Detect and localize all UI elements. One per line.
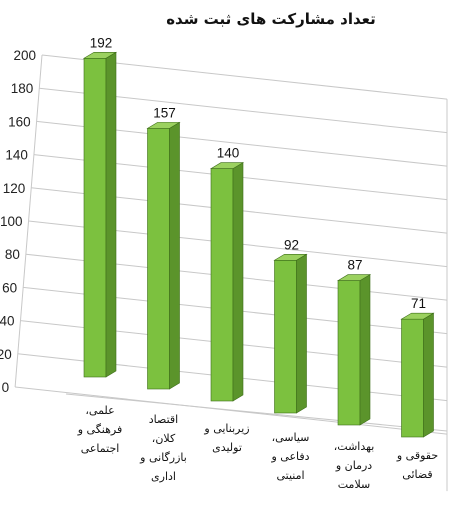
y-tick-label: 80: [5, 247, 20, 262]
y-tick-label: 200: [13, 48, 36, 63]
bar-front: [83, 57, 107, 378]
category-label-line: حقوقی و: [396, 449, 438, 462]
category-label-line: سلامت: [338, 478, 370, 491]
category-label-line: اقتصاد: [149, 413, 178, 426]
bar-front: [337, 280, 361, 426]
bar-front: [274, 259, 297, 414]
bar: [336, 274, 372, 426]
bar-top: [82, 51, 118, 59]
y-tick-label: 20: [0, 347, 12, 362]
data-label: 92: [284, 237, 299, 252]
data-label: 192: [90, 35, 113, 50]
category-label-line: دفاعی و: [270, 450, 309, 463]
category-label-line: بازرگانی و: [139, 451, 187, 464]
category-label: علمی، فرهنگی و اجتماعی: [77, 404, 123, 455]
category-label-line: اجتماعی: [81, 442, 120, 455]
chart-title: تعداد مشارکت های ثبت شده: [166, 10, 376, 28]
category-label: بهداشت، درمان و سلامت: [334, 440, 375, 491]
category-label-line: اداری: [151, 470, 176, 483]
data-label: 87: [347, 258, 362, 273]
bar-side: [359, 274, 371, 426]
bar-front: [210, 168, 234, 402]
category-label-line: امنیتی: [276, 469, 304, 482]
category-label-line: فرهنگی و: [77, 423, 123, 436]
bar-side: [232, 162, 244, 402]
category-label: زیربنایی و تولیدی: [203, 422, 249, 454]
bar-side: [105, 51, 117, 378]
category-label-line: قضائی: [402, 468, 432, 481]
bars: [82, 51, 435, 438]
y-tick-label: 60: [2, 280, 17, 295]
category-label: حقوقی و قضائی: [396, 449, 438, 481]
bar: [82, 51, 118, 378]
category-label: سیاسی، دفاعی و امنیتی: [270, 431, 309, 482]
y-tick-label: 140: [5, 148, 28, 163]
bar-top: [400, 312, 435, 320]
category-label-line: درمان و: [335, 459, 372, 472]
category-label-line: تولیدی: [212, 441, 242, 454]
bar: [400, 312, 435, 438]
bar-top: [209, 162, 245, 169]
category-label-line: زیربنایی و: [203, 422, 249, 435]
bar: [209, 162, 245, 402]
data-label: 157: [153, 105, 176, 120]
wall-left-edge: [14, 54, 43, 388]
bar-top: [273, 253, 308, 261]
category-label-line: بهداشت،: [334, 440, 375, 453]
bar: [273, 253, 308, 414]
data-label: 71: [411, 296, 426, 311]
y-tick-label: 40: [0, 314, 14, 329]
bar-side: [423, 312, 434, 438]
category-labels: علمی، فرهنگی و اجتماعی اقتصاد کلان، بازرگانی …: [77, 404, 438, 491]
y-tick-label: 0: [2, 380, 10, 395]
gridline: [15, 386, 448, 435]
bar-top: [146, 122, 181, 129]
y-tick-label: 100: [0, 214, 23, 229]
y-tick-label: 120: [3, 181, 26, 196]
floor-edge: [65, 393, 448, 432]
y-axis: 0 20 40 60 80 100 120 140 160 180 200: [0, 48, 36, 395]
bar-top: [336, 274, 372, 281]
bar: [146, 121, 181, 390]
category-label-line: سیاسی،: [272, 431, 310, 444]
bar-side: [296, 253, 307, 414]
category-label-line: علمی،: [85, 404, 114, 417]
bar-side: [169, 121, 180, 390]
y-tick-label: 180: [11, 81, 34, 96]
bar-front: [401, 318, 424, 438]
category-label-line: کلان،: [152, 432, 176, 445]
bar-front: [147, 128, 170, 390]
category-label: اقتصاد کلان، بازرگانی و اداری: [139, 413, 187, 483]
y-tick-label: 160: [8, 114, 31, 129]
data-label: 140: [217, 146, 240, 161]
data-labels: 192 157 140 92 87 71: [90, 35, 426, 311]
